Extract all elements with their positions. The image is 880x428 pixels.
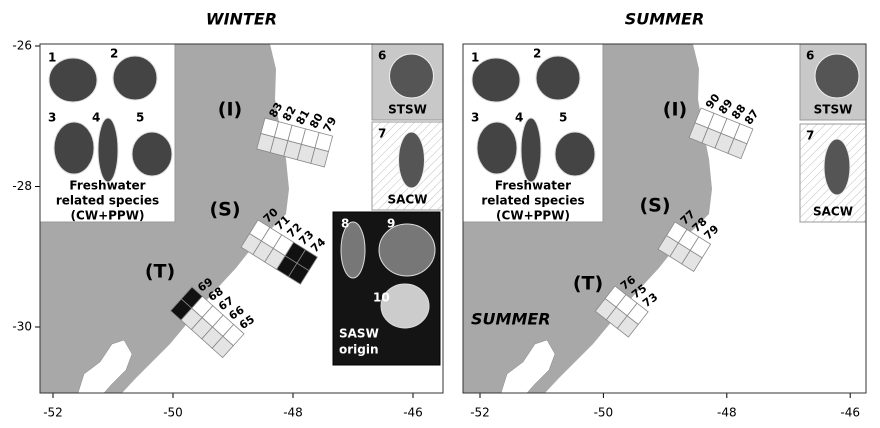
map-panel: -52 -50 -48 -46 -26 -28 -30 1 2 3 4 5 Freshwaterrela… bbox=[12, 39, 443, 420]
species-caption: (CW+PPW) bbox=[71, 209, 145, 223]
specimen-number: 3 bbox=[471, 111, 479, 125]
foraminifera-image bbox=[98, 118, 118, 182]
y-tick-label: -30 bbox=[12, 320, 32, 334]
foraminifera-image bbox=[54, 122, 94, 174]
water-mass-label: STSW bbox=[388, 103, 427, 117]
sasw-caption: SASW bbox=[339, 327, 379, 341]
species-caption: related species bbox=[481, 194, 584, 208]
water-mass-box: 7 SACW bbox=[800, 124, 866, 222]
specimen-number: 3 bbox=[48, 111, 56, 125]
specimen-number: 2 bbox=[110, 47, 118, 61]
specimen-number: 5 bbox=[136, 111, 144, 125]
transect-label: (S) bbox=[209, 199, 240, 221]
specimen-number: 1 bbox=[471, 51, 479, 65]
transect-label: (I) bbox=[218, 99, 242, 121]
foraminifera-image bbox=[477, 122, 517, 174]
water-mass-label: STSW bbox=[814, 103, 853, 117]
specimen-number: 8 bbox=[341, 217, 349, 231]
x-tick-label: -50 bbox=[594, 406, 614, 420]
specimen-number: 9 bbox=[387, 217, 395, 231]
specimen-number: 5 bbox=[559, 111, 567, 125]
foraminifera-image bbox=[555, 132, 595, 176]
season-map-label: SUMMER bbox=[471, 310, 551, 329]
foraminifera-image bbox=[379, 224, 435, 276]
y-tick-label: -26 bbox=[12, 39, 32, 53]
foraminifera-image bbox=[399, 132, 425, 188]
specimen-number: 2 bbox=[533, 47, 541, 61]
x-tick-label: -48 bbox=[283, 406, 303, 420]
water-mass-box: 7 SACW bbox=[372, 122, 443, 210]
foraminifera-image bbox=[472, 58, 520, 102]
transect-label: (T) bbox=[573, 273, 603, 295]
foraminifera-image bbox=[113, 56, 157, 100]
x-tick-label: -46 bbox=[403, 406, 423, 420]
y-tick-label: -28 bbox=[12, 179, 32, 193]
x-tick-label: -52 bbox=[43, 406, 63, 420]
transect-label: (S) bbox=[639, 195, 670, 217]
foraminifera-image bbox=[390, 54, 434, 98]
x-tick-label: -52 bbox=[470, 406, 490, 420]
specimen-number: 10 bbox=[373, 291, 390, 305]
panel-title: WINTER bbox=[206, 10, 277, 29]
specimen-number: 6 bbox=[806, 49, 814, 63]
foraminifera-image bbox=[132, 132, 172, 176]
foraminifera-image bbox=[815, 54, 859, 98]
water-mass-box: 6 STSW bbox=[800, 44, 866, 120]
transect-label: (T) bbox=[145, 261, 175, 283]
foraminifera-image bbox=[824, 139, 850, 195]
water-mass-label: SACW bbox=[388, 193, 428, 207]
specimen-number: 7 bbox=[806, 129, 814, 143]
water-mass-label: SACW bbox=[813, 205, 853, 219]
transect-label: (I) bbox=[663, 99, 687, 121]
x-tick-label: -46 bbox=[840, 406, 860, 420]
species-caption: Freshwater bbox=[495, 179, 571, 193]
sasw-caption: origin bbox=[339, 343, 379, 357]
figure: -52-50-48-46-26-28-3012345Freshwaterrela… bbox=[0, 0, 880, 424]
water-mass-box: 6 STSW bbox=[372, 44, 443, 120]
specimen-number: 4 bbox=[515, 111, 523, 125]
specimen-number: 6 bbox=[378, 49, 386, 63]
species-caption: (CW+PPW) bbox=[496, 209, 570, 223]
species-caption: related species bbox=[56, 194, 159, 208]
panel-title: SUMMER bbox=[625, 10, 705, 29]
species-caption: Freshwater bbox=[69, 179, 145, 193]
foraminifera-image bbox=[521, 118, 541, 182]
specimen-number: 4 bbox=[92, 111, 100, 125]
foraminifera-image bbox=[49, 58, 97, 102]
x-tick-label: -50 bbox=[163, 406, 183, 420]
sasw-box: 8 9 10 SASW origin bbox=[333, 212, 440, 365]
specimen-number: 7 bbox=[378, 127, 386, 141]
x-tick-label: -48 bbox=[717, 406, 737, 420]
foraminifera-image bbox=[536, 56, 580, 100]
specimen-number: 1 bbox=[48, 51, 56, 65]
